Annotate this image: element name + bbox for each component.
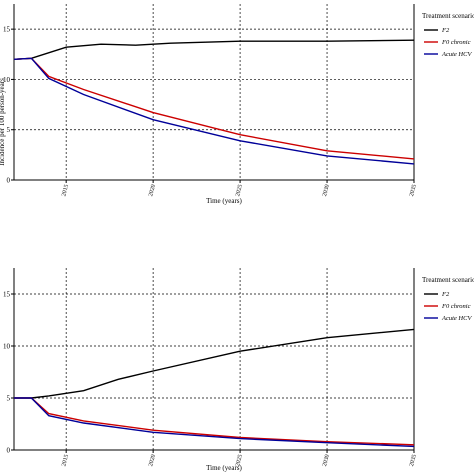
- legend-entry-label: F0 chronic: [441, 39, 471, 46]
- legend-entry-label: F2: [441, 291, 450, 298]
- y-axis-title: Incidence per 100 person-years: [0, 78, 6, 166]
- y-tick-label: 15: [3, 291, 11, 299]
- x-axis-title: Time (years): [206, 197, 242, 205]
- legend: Treatment scenario F2 F0 chronic Acute HCV: [422, 276, 474, 322]
- y-tick-label: 5: [7, 395, 11, 403]
- legend: Treatment scenario F2 F0 chronic Acute HCV: [422, 12, 474, 58]
- x-tick-label: 2030: [322, 184, 331, 197]
- chart-panel-2: 0 5 10 15 2015 2020 2025 2030 2035 Time (years) Tr…: [3, 268, 474, 472]
- x-tick-label: 2025: [235, 454, 244, 467]
- x-tick-label: 2025: [235, 184, 244, 197]
- y-tick-label: 10: [3, 343, 11, 351]
- y-tick-label: 10: [3, 76, 11, 84]
- series-line-f0-chronic: [13, 57, 415, 160]
- y-tick-label: 0: [7, 177, 11, 185]
- y-tick-label: 5: [7, 126, 11, 134]
- x-tick-label: 2035: [409, 184, 418, 197]
- series-line-f2: [13, 39, 415, 60]
- legend-title: Treatment scenario: [422, 276, 474, 284]
- x-tick-label: 2020: [148, 454, 157, 467]
- x-tick-label: 2035: [409, 454, 418, 467]
- y-tick-label: 15: [3, 26, 11, 34]
- y-tick-label: 0: [7, 447, 11, 455]
- legend-entry-label: Acute HCV: [441, 315, 472, 322]
- x-tick-label: 2015: [61, 454, 70, 467]
- legend-entry-label: F2: [441, 27, 450, 34]
- legend-entry-label: Acute HCV: [441, 51, 472, 58]
- x-tick-label: 2030: [322, 454, 331, 467]
- x-tick-label: 2020: [148, 184, 157, 197]
- x-tick-label: 2015: [61, 184, 70, 197]
- series-line-f2: [14, 328, 415, 399]
- legend-title: Treatment scenario: [422, 12, 474, 20]
- legend-entry-label: F0 chronic: [441, 303, 471, 310]
- chart-panel-1: 0 5 10 15 2015 2020 2025 2030 2035 Time (years) In…: [0, 4, 474, 205]
- series-line-acute-hcv: [14, 397, 415, 448]
- x-axis-title: Time (years): [206, 464, 242, 472]
- series-line-acute-hcv: [13, 57, 415, 165]
